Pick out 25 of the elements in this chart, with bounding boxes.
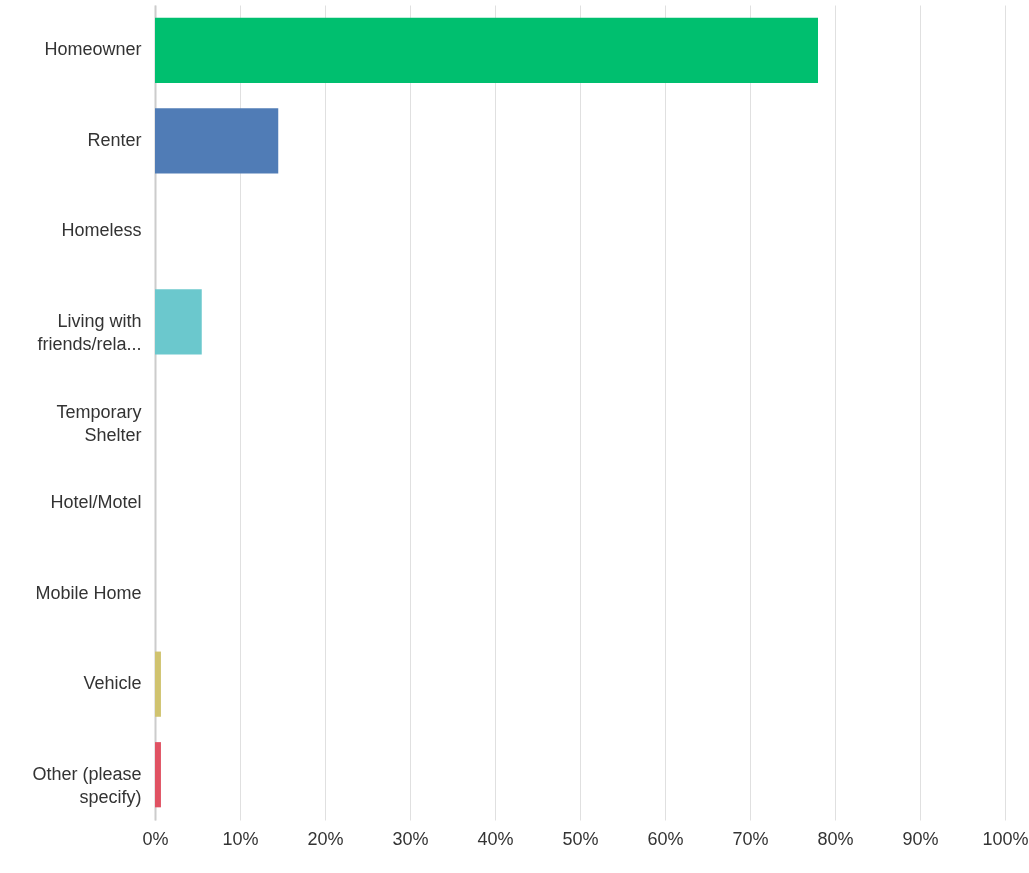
y-tick-label: Vehicle	[83, 673, 142, 694]
y-tick-label: Homeless	[61, 220, 142, 241]
y-tick-label: Homeowner	[44, 39, 142, 60]
bar	[155, 17, 818, 83]
x-tick-label: 90%	[902, 828, 939, 849]
x-tick-label: 20%	[307, 828, 344, 849]
x-tick-label: 70%	[732, 828, 769, 849]
y-tick-label: Other (please specify)	[32, 763, 142, 807]
y-tick-label: Mobile Home	[35, 582, 142, 603]
y-tick-label: Renter	[87, 129, 142, 150]
x-tick-label: 30%	[392, 828, 429, 849]
bar	[155, 651, 161, 717]
x-tick-label: 100%	[982, 828, 1029, 849]
bar	[155, 742, 161, 808]
y-tick-label: Living with friends/rela...	[37, 310, 142, 354]
x-tick-label: 50%	[562, 828, 599, 849]
x-tick-label: 80%	[817, 828, 854, 849]
x-tick-label: 10%	[222, 828, 259, 849]
bar	[155, 289, 202, 355]
x-tick-label: 0%	[142, 828, 169, 849]
x-tick-label: 40%	[477, 828, 514, 849]
y-tick-label: Hotel/Motel	[50, 492, 142, 513]
bar	[155, 108, 279, 174]
y-tick-label: Temporary Shelter	[56, 401, 142, 445]
x-tick-label: 60%	[647, 828, 684, 849]
